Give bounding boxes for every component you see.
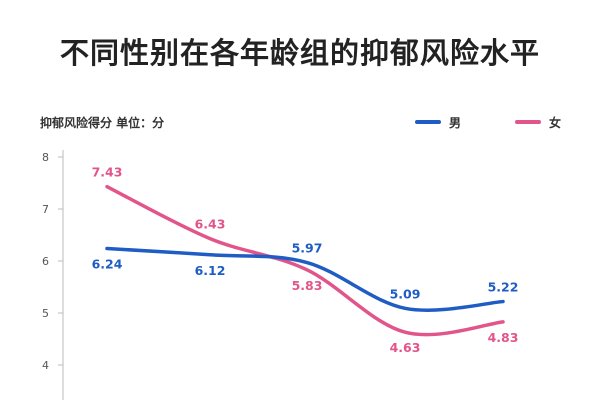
data-label-male: 5.09: [390, 286, 421, 301]
data-label-female: 5.83: [292, 278, 323, 293]
data-label-male: 6.24: [92, 257, 123, 272]
series-line-male: [105, 246, 505, 312]
chart-title: 不同性别在各年龄组的抑郁风险水平: [59, 36, 540, 70]
legend-label-female: 女: [549, 115, 562, 130]
legend-item-male: 男: [415, 114, 461, 130]
legend-swatch-female: [515, 120, 541, 124]
data-label-male: 5.22: [488, 280, 519, 295]
series-line-female: [105, 184, 505, 337]
data-label-male: 6.12: [195, 263, 226, 278]
data-label-female: 4.63: [390, 340, 421, 355]
y-tick-label: 5: [42, 307, 49, 320]
y-tick-label: 8: [42, 151, 49, 164]
legend-label-male: 男: [449, 115, 462, 130]
data-label-female: 6.43: [195, 217, 226, 232]
data-label-male: 5.97: [292, 241, 323, 256]
y-tick-label: 6: [42, 255, 49, 268]
y-tick-label: 4: [42, 359, 49, 372]
data-label-female: 7.43: [92, 165, 123, 180]
y-axis-unit-label: 抑郁风险得分 单位：分: [40, 116, 165, 130]
legend-swatch-male: [415, 120, 441, 124]
legend-item-female: 女: [515, 114, 561, 130]
y-tick-label: 7: [42, 203, 49, 216]
data-label-female: 4.83: [488, 330, 519, 345]
